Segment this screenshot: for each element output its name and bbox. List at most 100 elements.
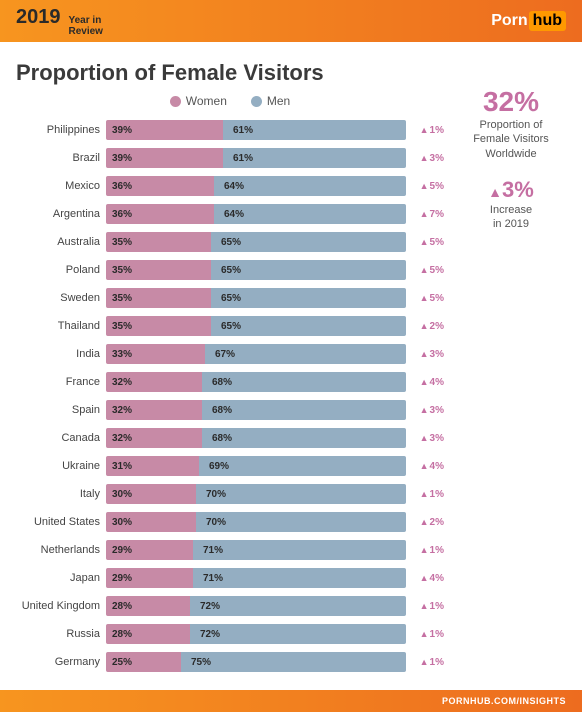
side-stats: 32% Proportion of Female Visitors Worldw… — [456, 60, 566, 674]
header-bar: 2019 Year in Review Porn hub — [0, 0, 582, 42]
bar-segment-women: 36% — [106, 204, 214, 224]
delta-value: ▲5% — [406, 265, 444, 276]
triangle-up-icon: ▲ — [420, 321, 430, 331]
delta-value: ▲4% — [406, 461, 444, 472]
triangle-up-icon: ▲ — [420, 181, 430, 191]
stacked-bar: 29%71% — [106, 540, 406, 560]
country-label: United States — [16, 516, 106, 528]
brand-logo: Porn hub — [491, 11, 566, 31]
triangle-up-icon: ▲ — [420, 377, 430, 387]
legend-women: Women — [170, 94, 227, 108]
stacked-bar: 25%75% — [106, 652, 406, 672]
country-label: Spain — [16, 404, 106, 416]
chart-row: Thailand35%65%▲2% — [16, 314, 444, 338]
bar-segment-men: 61% — [223, 148, 406, 168]
chart-row: Sweden35%65%▲5% — [16, 286, 444, 310]
country-label: Japan — [16, 572, 106, 584]
stacked-bar: 35%65% — [106, 288, 406, 308]
stacked-bar: 32%68% — [106, 400, 406, 420]
country-label: Ukraine — [16, 460, 106, 472]
stacked-bar: 31%69% — [106, 456, 406, 476]
bar-segment-women: 39% — [106, 120, 223, 140]
delta-value: ▲1% — [406, 125, 444, 136]
stacked-bar: 28%72% — [106, 624, 406, 644]
bar-segment-women: 29% — [106, 568, 193, 588]
stacked-bar: 30%70% — [106, 512, 406, 532]
chart-rows: Philippines39%61%▲1%Brazil39%61%▲3%Mexic… — [16, 118, 444, 674]
chart-row: Russia28%72%▲1% — [16, 622, 444, 646]
stat-worldwide-label: Proportion of Female Visitors Worldwide — [456, 118, 566, 161]
country-label: Mexico — [16, 180, 106, 192]
stat-worldwide-value: 32% — [456, 86, 566, 118]
chart-row: Mexico36%64%▲5% — [16, 174, 444, 198]
chart-legend: Women Men — [16, 94, 444, 108]
country-label: Philippines — [16, 124, 106, 136]
triangle-up-icon: ▲ — [420, 657, 430, 667]
bar-segment-women: 39% — [106, 148, 223, 168]
triangle-up-icon: ▲ — [420, 517, 430, 527]
bar-segment-men: 69% — [199, 456, 406, 476]
country-label: Russia — [16, 628, 106, 640]
chart-row: Ukraine31%69%▲4% — [16, 454, 444, 478]
country-label: Netherlands — [16, 544, 106, 556]
delta-value: ▲2% — [406, 517, 444, 528]
stacked-bar: 33%67% — [106, 344, 406, 364]
delta-value: ▲1% — [406, 545, 444, 556]
year-label: 2019 — [16, 6, 61, 29]
bar-segment-men: 68% — [202, 400, 406, 420]
bar-segment-men: 71% — [193, 540, 406, 560]
legend-men: Men — [251, 94, 290, 108]
bar-segment-men: 67% — [205, 344, 406, 364]
swatch-men — [251, 96, 262, 107]
bar-segment-men: 68% — [202, 372, 406, 392]
chart-row: Poland35%65%▲5% — [16, 258, 444, 282]
triangle-up-icon: ▲ — [420, 629, 430, 639]
delta-value: ▲3% — [406, 349, 444, 360]
bar-segment-women: 35% — [106, 232, 211, 252]
stacked-bar: 35%65% — [106, 316, 406, 336]
swatch-women — [170, 96, 181, 107]
chart-row: Australia35%65%▲5% — [16, 230, 444, 254]
stacked-bar: 39%61% — [106, 120, 406, 140]
header-left: 2019 Year in Review — [16, 6, 103, 37]
chart-row: Canada32%68%▲3% — [16, 426, 444, 450]
triangle-up-icon: ▲ — [420, 349, 430, 359]
stacked-bar: 28%72% — [106, 596, 406, 616]
triangle-up-icon: ▲ — [420, 125, 430, 135]
bar-segment-women: 35% — [106, 260, 211, 280]
main-content: Proportion of Female Visitors Women Men … — [0, 42, 582, 682]
triangle-up-icon: ▲ — [420, 489, 430, 499]
chart-row: Japan29%71%▲4% — [16, 566, 444, 590]
triangle-up-icon: ▲ — [420, 433, 430, 443]
brand-left: Porn — [491, 12, 527, 30]
chart-title: Proportion of Female Visitors — [16, 60, 444, 86]
country-label: Argentina — [16, 208, 106, 220]
triangle-up-icon: ▲ — [420, 461, 430, 471]
chart-row: Brazil39%61%▲3% — [16, 146, 444, 170]
bar-segment-men: 65% — [211, 232, 406, 252]
chart-row: Argentina36%64%▲7% — [16, 202, 444, 226]
bar-segment-women: 36% — [106, 176, 214, 196]
delta-value: ▲5% — [406, 237, 444, 248]
triangle-up-icon: ▲ — [420, 293, 430, 303]
bar-segment-women: 31% — [106, 456, 199, 476]
country-label: Italy — [16, 488, 106, 500]
bar-segment-men: 75% — [181, 652, 406, 672]
chart-row: United Kingdom28%72%▲1% — [16, 594, 444, 618]
stacked-bar: 32%68% — [106, 428, 406, 448]
bar-segment-men: 68% — [202, 428, 406, 448]
bar-segment-men: 70% — [196, 484, 406, 504]
bar-segment-men: 71% — [193, 568, 406, 588]
stacked-bar: 39%61% — [106, 148, 406, 168]
bar-segment-women: 30% — [106, 512, 196, 532]
stacked-bar: 32%68% — [106, 372, 406, 392]
stacked-bar: 29%71% — [106, 568, 406, 588]
country-label: Australia — [16, 236, 106, 248]
triangle-up-icon: ▲ — [420, 153, 430, 163]
delta-value: ▲5% — [406, 293, 444, 304]
chart-row: Netherlands29%71%▲1% — [16, 538, 444, 562]
stacked-bar: 36%64% — [106, 204, 406, 224]
delta-value: ▲3% — [406, 153, 444, 164]
triangle-up-icon: ▲ — [420, 601, 430, 611]
bar-segment-women: 32% — [106, 428, 202, 448]
